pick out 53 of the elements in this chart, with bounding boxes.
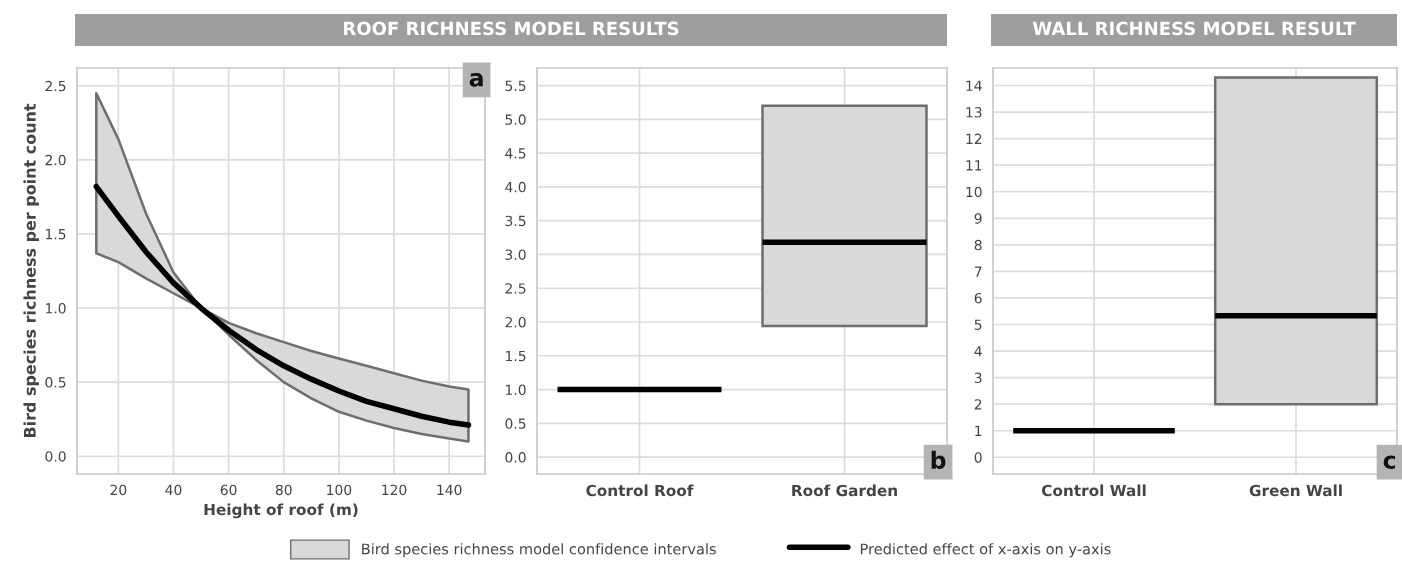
chart-title: ROOF RICHNESS MODEL RESULTS [344, 21, 679, 36]
y-tick-label: 8 [974, 239, 982, 251]
annotation: c [1383, 455, 1396, 470]
x-tick-label: Control Roof [586, 484, 694, 497]
y-tick-label: 12 [966, 133, 982, 144]
y-tick-label: 3.0 [505, 249, 526, 260]
y-tick-label: 1.0 [506, 384, 526, 396]
x-tick-label: Green Wall [1249, 484, 1342, 497]
y-tick-label: 7 [974, 266, 982, 277]
x-tick-label: 80 [275, 484, 292, 496]
y-tick-label: 2 [974, 399, 982, 410]
y-tick-label: 2.5 [505, 283, 526, 294]
y-tick-label: 4.5 [505, 148, 526, 159]
x-tick-label: 60 [220, 484, 237, 496]
y-tick-label: 14 [966, 80, 982, 91]
y-tick-label: 5 [974, 319, 982, 330]
y-tick-label: 5.5 [505, 80, 526, 92]
y-tick-label: 6 [974, 292, 982, 304]
y-tick-label: 1.5 [46, 229, 66, 240]
y-tick-label: 10 [966, 186, 982, 198]
y-tick-label: 0 [974, 452, 982, 463]
x-axis-title: Height of roof (m) [204, 503, 358, 519]
y-tick-label: 4.0 [505, 181, 526, 193]
y-tick-label: 0.5 [45, 377, 66, 388]
x-tick-label: Roof Garden [792, 484, 897, 497]
y-tick-label: 13 [966, 107, 982, 118]
legend-label: Predicted effect of x-axis on y-axis [860, 543, 1111, 558]
y-tick-label: 2.5 [45, 80, 66, 92]
x-tick-label: 120 [382, 484, 407, 496]
chart-title: WALL RICHNESS MODEL RESULT [1032, 21, 1356, 36]
y-tick-label: 0.0 [45, 451, 66, 462]
y-tick-label: 1.5 [506, 350, 526, 362]
y-tick-label: 0.0 [505, 452, 526, 463]
y-tick-label: 1.0 [46, 303, 66, 314]
y-tick-label: 11 [966, 160, 982, 171]
x-tick-label: 100 [327, 484, 352, 496]
x-tick-label: 20 [110, 484, 127, 496]
y-tick-label: 1 [975, 425, 982, 436]
y-tick-label: 2.0 [505, 316, 526, 328]
y-tick-label: 5.0 [505, 114, 526, 125]
annotation: a [469, 73, 483, 87]
text: Bird species richness model confidence intervals [362, 543, 716, 558]
x-tick-label: Control Wall [1041, 484, 1146, 497]
x-tick-label: 40 [165, 484, 182, 496]
y-tick-label: 9 [974, 213, 982, 224]
y-tick-label: 4 [974, 346, 982, 357]
y-tick-label: 3 [974, 372, 982, 384]
y-axis-title: Bird species richness per point count [23, 103, 39, 438]
x-tick-label: 140 [437, 484, 462, 496]
y-tick-label: 0.5 [505, 418, 526, 429]
annotation: b [931, 450, 946, 470]
y-tick-label: 2.0 [45, 154, 66, 166]
y-tick-label: 3.5 [505, 215, 526, 227]
